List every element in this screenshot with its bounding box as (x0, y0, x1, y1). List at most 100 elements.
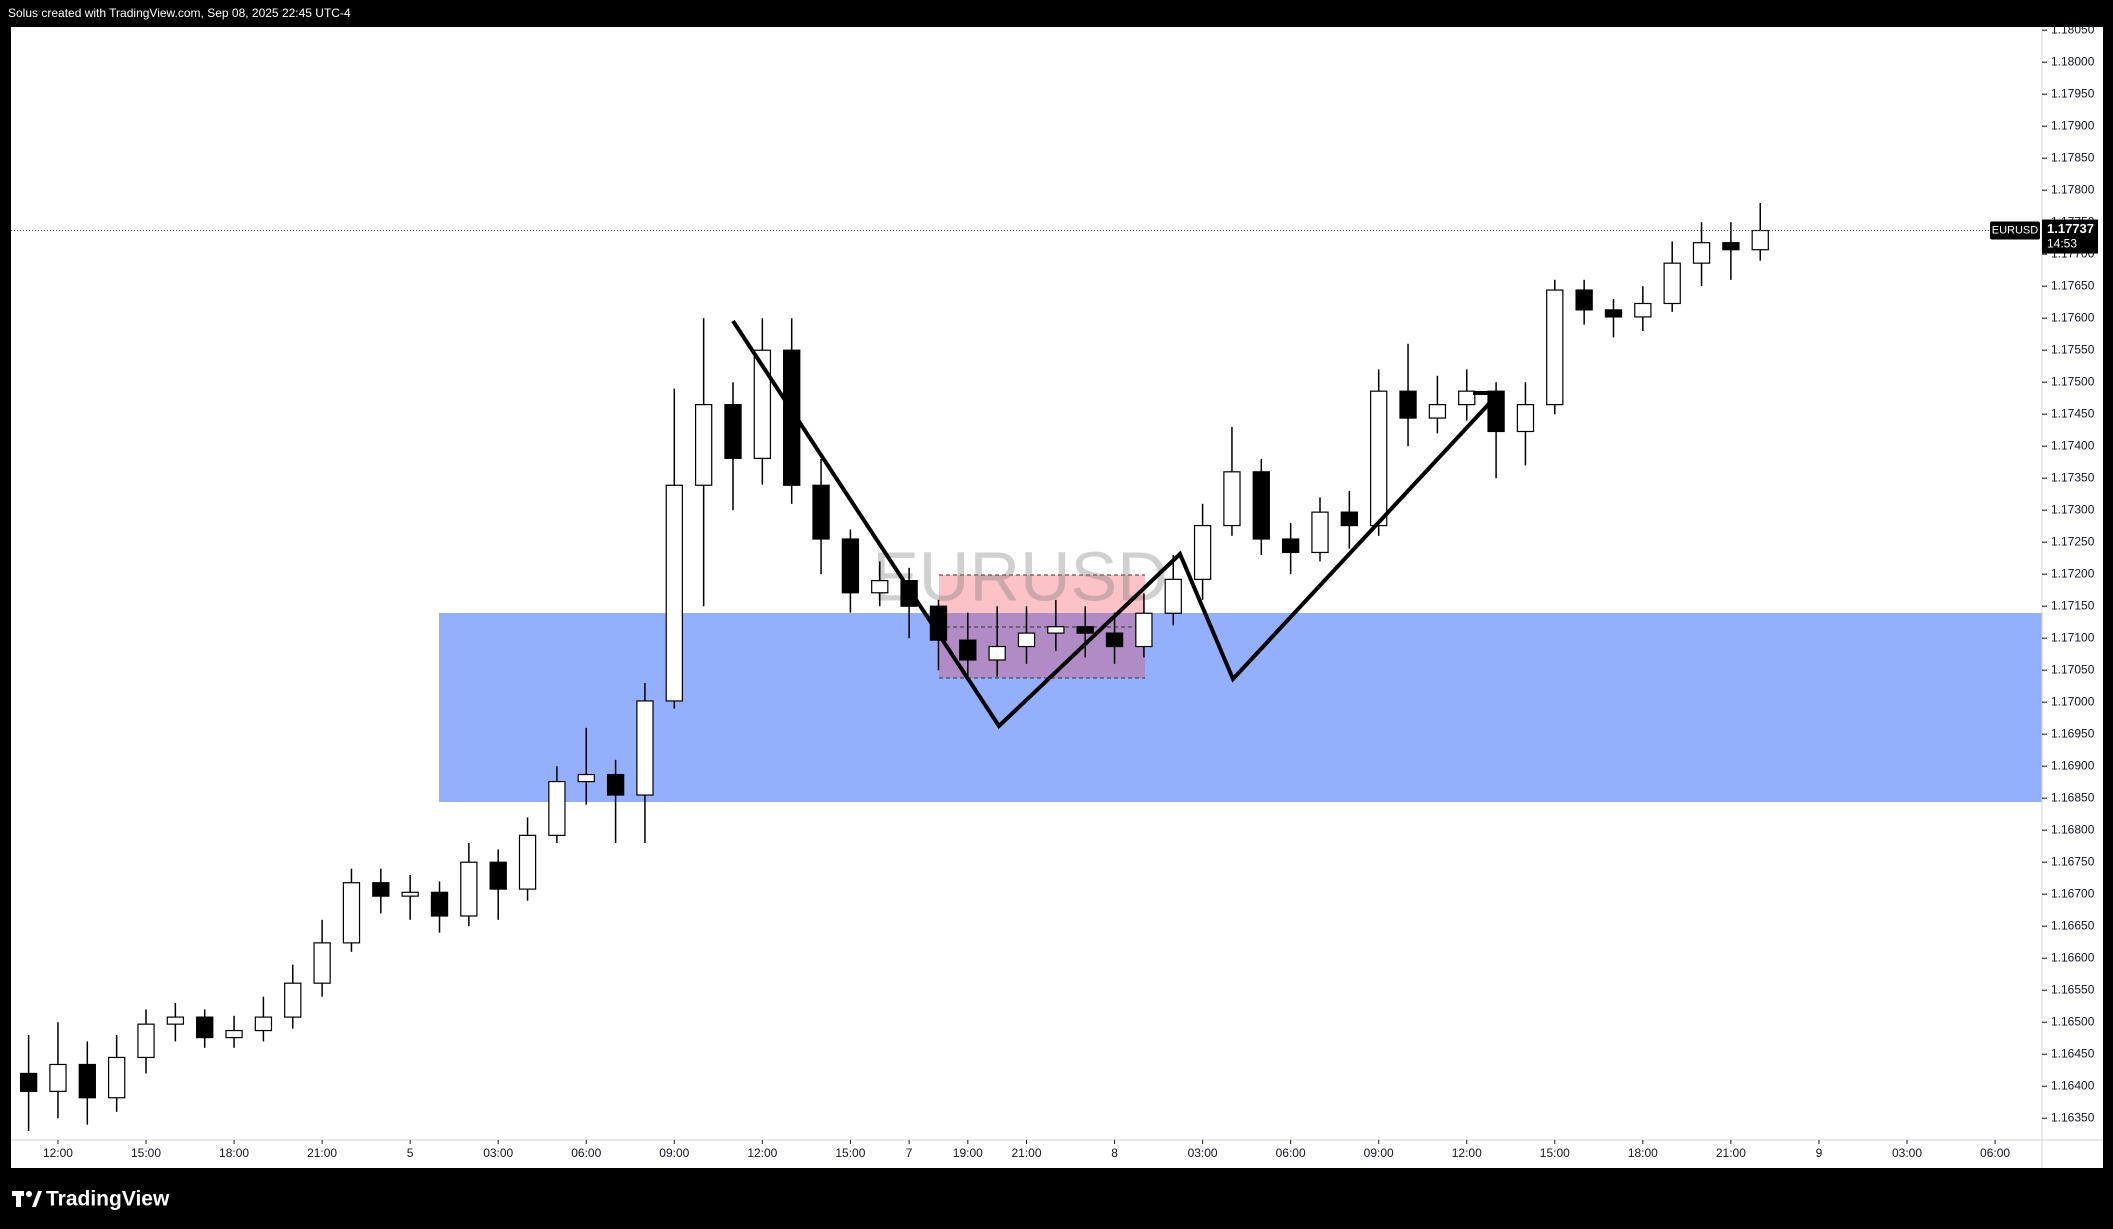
y-tick-label: 1.17250 (2051, 534, 2095, 548)
candle-body (1722, 242, 1740, 251)
candle-body (1634, 302, 1652, 318)
candle-body (460, 861, 478, 917)
y-tick-label: 1.16950 (2051, 726, 2095, 740)
candle-body (1223, 471, 1241, 527)
candle-body (1516, 404, 1535, 433)
y-tick-label: 1.17150 (2051, 598, 2095, 612)
candle-body (694, 404, 713, 486)
candle-body (665, 484, 683, 702)
x-tick-label: 06:00 (1980, 1146, 2010, 1160)
y-tick-label: 1.17550 (2051, 342, 2095, 356)
y-tick-label: 1.17100 (2051, 630, 2095, 644)
candle-body (1663, 262, 1681, 305)
x-tick-label: 19:00 (953, 1146, 983, 1160)
x-tick-label: 06:00 (1276, 1146, 1306, 1160)
candle-body (1193, 524, 1212, 580)
candle-body (1164, 578, 1182, 614)
y-tick-label: 1.16850 (2051, 790, 2095, 804)
logo-shape (26, 1191, 32, 1197)
candle-body (1135, 612, 1153, 648)
y-tick-label: 1.16750 (2051, 854, 2095, 868)
candle-body (19, 1072, 38, 1092)
zigzag (731, 319, 1501, 730)
x-tick-label: 15:00 (835, 1146, 865, 1160)
candle-body (1311, 511, 1329, 554)
y-tick-label: 1.17450 (2051, 406, 2095, 420)
candle-body (1047, 626, 1065, 634)
candle-body (753, 349, 772, 459)
y-tick-label: 1.17200 (2051, 566, 2095, 580)
candle-body (1340, 511, 1359, 527)
x-tick-label: 18:00 (1628, 1146, 1658, 1160)
symbol-label-box (1990, 221, 2040, 240)
candle-body (606, 773, 625, 796)
demand-zone (439, 613, 2042, 802)
y-tick-label: 1.17800 (2051, 182, 2095, 196)
y-tick-label: 1.16650 (2051, 918, 2095, 932)
candle-body (1399, 390, 1417, 419)
y-tick-label: 1.17600 (2051, 310, 2095, 324)
x-tick-label: 18:00 (219, 1146, 249, 1160)
candle-body (812, 484, 830, 540)
candle-body (372, 882, 390, 897)
y-tick-label: 1.17400 (2051, 438, 2095, 452)
x-tick-label: 15:00 (131, 1146, 161, 1160)
candle-body (196, 1016, 214, 1039)
candle-body (1458, 390, 1476, 406)
candle-body (313, 942, 331, 984)
x-tick-label: 9 (1816, 1146, 1823, 1160)
candle-body (1604, 309, 1623, 318)
y-tick-label: 1.16700 (2051, 886, 2095, 900)
candle-body (1428, 404, 1447, 419)
y-tick-label: 1.18000 (2051, 54, 2095, 68)
candle-body (871, 580, 889, 594)
y-tick-label: 1.18050 (2051, 22, 2095, 36)
price-label: 1.17737 (2047, 221, 2094, 236)
candle-body (577, 773, 595, 783)
y-tick-label: 1.17500 (2051, 374, 2095, 388)
y-tick-label: 1.16400 (2051, 1078, 2095, 1092)
candle-body (1017, 632, 1036, 648)
candle-body (49, 1063, 67, 1092)
x-tick-label: 15:00 (1540, 1146, 1570, 1160)
x-tick-label: 12:00 (1452, 1146, 1482, 1160)
candle-body (430, 891, 449, 917)
y-tick-label: 1.17950 (2051, 86, 2095, 100)
candle-body (959, 639, 977, 661)
candle-body (841, 538, 860, 594)
candle-body (783, 349, 801, 486)
candle-body (137, 1023, 155, 1059)
y-tick-label: 1.16600 (2051, 950, 2095, 964)
logo-shape (16, 1191, 21, 1207)
x-tick-label: 5 (407, 1146, 414, 1160)
candle-body (1751, 229, 1769, 251)
candle-body (724, 404, 742, 459)
candle-body (342, 882, 361, 944)
x-tick-label: 7 (906, 1146, 913, 1160)
x-tick-label: 09:00 (1364, 1146, 1394, 1160)
drawings (731, 319, 1501, 730)
y-tick-label: 1.16550 (2051, 982, 2095, 996)
watermark: EURUSD (872, 537, 1168, 615)
candle-body (900, 580, 918, 607)
y-tick-label: 1.17050 (2051, 662, 2095, 676)
candle-body (548, 780, 566, 836)
candle-body (401, 891, 419, 897)
x-tick-label: 09:00 (659, 1146, 689, 1160)
y-tick-label: 1.16450 (2051, 1046, 2095, 1060)
x-tick-label: 06:00 (571, 1146, 601, 1160)
y-tick-label: 1.17000 (2051, 694, 2095, 708)
candle-body (225, 1029, 243, 1039)
y-tick-label: 1.17900 (2051, 118, 2095, 132)
y-tick-label: 1.16500 (2051, 1014, 2095, 1028)
x-tick-label: 8 (1111, 1146, 1118, 1160)
y-tick-label: 1.17300 (2051, 502, 2095, 516)
x-tick-label: 12:00 (43, 1146, 73, 1160)
footer-brand: TradingView (46, 1188, 170, 1211)
plot (11, 203, 2042, 1132)
countdown-label: 14:53 (2047, 237, 2077, 251)
x-tick-label: 03:00 (483, 1146, 513, 1160)
candle-body (78, 1063, 96, 1099)
